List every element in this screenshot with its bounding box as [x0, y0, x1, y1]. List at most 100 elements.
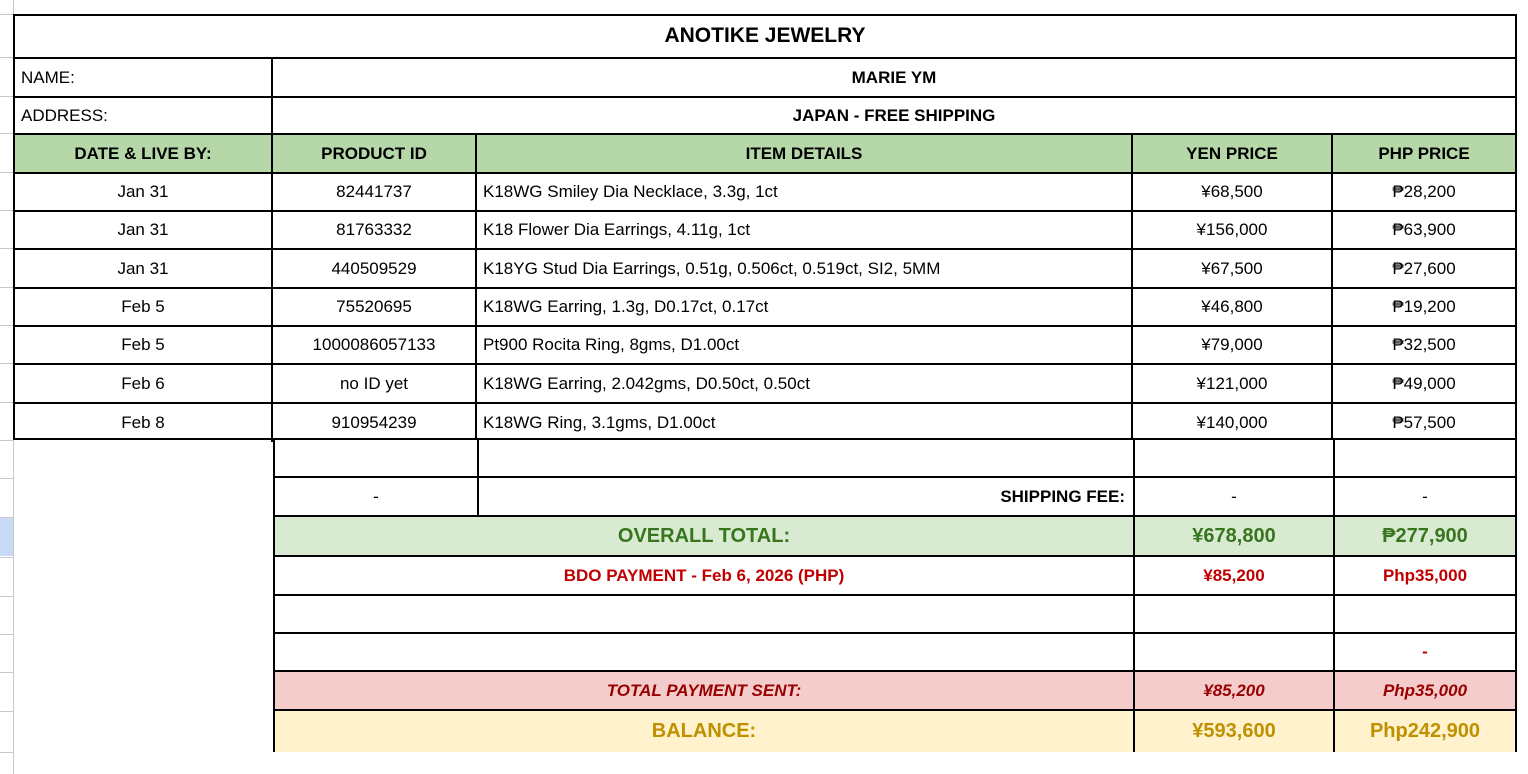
item-yen-cell[interactable]: ¥121,000: [1133, 365, 1333, 402]
header-yen-price-cell[interactable]: YEN PRICE: [1133, 135, 1333, 172]
bdo-payment-php-cell[interactable]: Php35,000: [1382, 565, 1468, 585]
item-row: Jan 31 440509529 K18YG Stud Dia Earrings…: [15, 250, 1515, 289]
empty-row: [275, 596, 1515, 634]
item-id-cell[interactable]: 1000086057133: [273, 327, 477, 363]
gutter-gridline-tick: [0, 248, 13, 249]
item-details-cell[interactable]: K18WG Earring, 1.3g, D0.17ct, 0.17ct: [477, 289, 1133, 325]
gutter-gridline-tick: [0, 96, 13, 97]
dash-php-cell[interactable]: -: [1422, 642, 1428, 662]
item-date-cell[interactable]: Jan 31: [15, 174, 273, 210]
payment-sent-php-cell[interactable]: Php35,000: [1335, 672, 1515, 709]
item-id-cell[interactable]: 910954239: [273, 404, 477, 442]
name-label-cell[interactable]: NAME:: [15, 59, 273, 96]
bdo-payment-yen-cell[interactable]: ¥85,200: [1135, 557, 1335, 594]
item-yen-cell[interactable]: ¥46,800: [1133, 289, 1333, 325]
shipping-yen-cell[interactable]: -: [1135, 478, 1335, 515]
bdo-payment-label-cell[interactable]: BDO PAYMENT - Feb 6, 2026 (PHP): [275, 557, 1135, 594]
gutter-gridline-tick: [0, 557, 13, 558]
overall-total-row: OVERALL TOTAL: ¥678,800 ₱277,900: [275, 517, 1515, 557]
item-php-cell[interactable]: ₱32,500: [1392, 335, 1456, 355]
empty-cell[interactable]: [275, 596, 1135, 632]
empty-cell[interactable]: [479, 440, 1135, 476]
empty-cell[interactable]: [1135, 440, 1335, 476]
overall-total-yen-cell[interactable]: ¥678,800: [1135, 517, 1335, 555]
payment-sent-label-cell[interactable]: TOTAL PAYMENT SENT:: [275, 672, 1135, 709]
item-row: Jan 31 82441737 K18WG Smiley Dia Necklac…: [15, 174, 1515, 212]
item-date-cell[interactable]: Feb 6: [15, 365, 273, 402]
item-row: Feb 8 910954239 K18WG Ring, 3.1gms, D1.0…: [15, 404, 1515, 442]
item-php-cell[interactable]: ₱57,500: [1392, 413, 1456, 433]
item-php-cell[interactable]: ₱28,200: [1392, 182, 1456, 202]
shipping-id-cell[interactable]: -: [275, 478, 479, 515]
payment-sent-yen-cell[interactable]: ¥85,200: [1135, 672, 1335, 709]
gutter-gridline-tick: [0, 596, 13, 597]
item-row: Feb 5 75520695 K18WG Earring, 1.3g, D0.1…: [15, 289, 1515, 327]
shipping-php-cell[interactable]: -: [1422, 486, 1428, 506]
gutter-gridline-tick: [0, 14, 13, 15]
column-header-row: DATE & LIVE BY: PRODUCT ID ITEM DETAILS …: [15, 135, 1515, 174]
item-date-cell[interactable]: Feb 5: [15, 289, 273, 325]
item-details-cell[interactable]: K18WG Ring, 3.1gms, D1.00ct: [477, 404, 1133, 442]
empty-cell[interactable]: [1135, 634, 1335, 670]
item-date-cell[interactable]: Jan 31: [15, 212, 273, 248]
item-date-cell[interactable]: Feb 8: [15, 404, 273, 442]
header-product-id-cell[interactable]: PRODUCT ID: [273, 135, 477, 172]
gutter-gridline-tick: [0, 634, 13, 635]
item-id-cell[interactable]: 75520695: [273, 289, 477, 325]
empty-cell[interactable]: [275, 440, 479, 476]
header-item-details-cell[interactable]: ITEM DETAILS: [477, 135, 1133, 172]
total-payment-sent-row: TOTAL PAYMENT SENT: ¥85,200 Php35,000: [275, 672, 1515, 711]
gutter-gridline-tick: [0, 133, 13, 134]
item-id-cell[interactable]: no ID yet: [273, 365, 477, 402]
item-row: Jan 31 81763332 K18 Flower Dia Earrings,…: [15, 212, 1515, 250]
item-id-cell[interactable]: 440509529: [273, 250, 477, 287]
address-label-cell[interactable]: ADDRESS:: [15, 98, 273, 133]
balance-label-cell[interactable]: BALANCE:: [275, 711, 1135, 752]
gutter-gridline-tick: [0, 210, 13, 211]
header-date-cell[interactable]: DATE & LIVE BY:: [15, 135, 273, 172]
overall-total-label-cell[interactable]: OVERALL TOTAL:: [275, 517, 1135, 555]
item-details-cell[interactable]: K18YG Stud Dia Earrings, 0.51g, 0.506ct,…: [477, 250, 1133, 287]
address-value-cell[interactable]: JAPAN - FREE SHIPPING: [792, 105, 996, 125]
item-yen-cell[interactable]: ¥79,000: [1133, 327, 1333, 363]
overall-total-php-cell[interactable]: ₱277,900: [1335, 517, 1515, 555]
empty-cell[interactable]: [275, 634, 1135, 670]
empty-cell[interactable]: [1135, 596, 1335, 632]
title-row: ANOTIKE JEWELRY: [15, 16, 1515, 59]
gutter-gridline-tick: [0, 672, 13, 673]
item-yen-cell[interactable]: ¥68,500: [1133, 174, 1333, 210]
item-php-cell[interactable]: ₱49,000: [1392, 373, 1456, 393]
empty-cell[interactable]: [1335, 440, 1515, 476]
item-date-cell[interactable]: Feb 5: [15, 327, 273, 363]
sheet-title-cell[interactable]: ANOTIKE JEWELRY: [664, 24, 866, 48]
gutter-gridline-tick: [0, 402, 13, 403]
item-yen-cell[interactable]: ¥156,000: [1133, 212, 1333, 248]
bdo-payment-row: BDO PAYMENT - Feb 6, 2026 (PHP) ¥85,200 …: [275, 557, 1515, 596]
item-php-cell[interactable]: ₱27,600: [1392, 258, 1456, 278]
balance-yen-cell[interactable]: ¥593,600: [1135, 711, 1335, 752]
item-id-cell[interactable]: 81763332: [273, 212, 477, 248]
item-php-cell[interactable]: ₱63,900: [1392, 220, 1456, 240]
item-date-cell[interactable]: Jan 31: [15, 250, 273, 287]
gutter-gridline-tick: [0, 440, 13, 441]
gutter-gridline-tick: [0, 711, 13, 712]
item-yen-cell[interactable]: ¥140,000: [1133, 404, 1333, 442]
item-details-cell[interactable]: K18 Flower Dia Earrings, 4.11g, 1ct: [477, 212, 1133, 248]
item-details-cell[interactable]: Pt900 Rocita Ring, 8gms, D1.00ct: [477, 327, 1133, 363]
item-details-cell[interactable]: K18WG Smiley Dia Necklace, 3.3g, 1ct: [477, 174, 1133, 210]
empty-cell[interactable]: [1335, 596, 1515, 632]
gutter-gridline-tick: [0, 752, 13, 753]
gutter-highlighted-cell[interactable]: [0, 518, 13, 556]
shipping-label-cell[interactable]: SHIPPING FEE:: [479, 478, 1135, 515]
balance-php-cell[interactable]: Php242,900: [1335, 711, 1515, 752]
item-details-cell[interactable]: K18WG Earring, 2.042gms, D0.50ct, 0.50ct: [477, 365, 1133, 402]
header-php-price-cell[interactable]: PHP PRICE: [1333, 135, 1515, 172]
name-row: NAME: MARIE YM: [15, 59, 1515, 98]
item-php-cell[interactable]: ₱19,200: [1392, 297, 1456, 317]
gutter-gridline-tick: [0, 287, 13, 288]
item-id-cell[interactable]: 82441737: [273, 174, 477, 210]
empty-row: [275, 440, 1515, 478]
item-yen-cell[interactable]: ¥67,500: [1133, 250, 1333, 287]
name-value-cell[interactable]: MARIE YM: [851, 67, 937, 87]
